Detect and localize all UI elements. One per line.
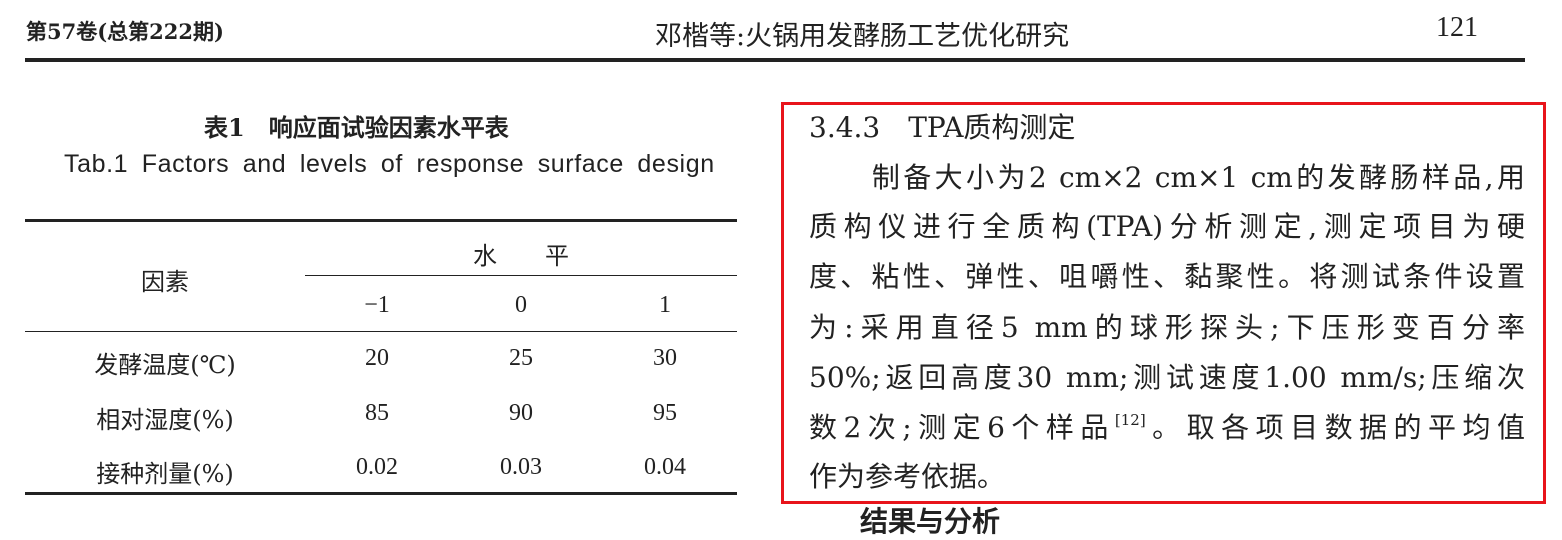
header-rule [25,58,1525,62]
line-text: 。取各项目数据的平均值 [1145,411,1525,444]
table-cell: 90 [509,400,533,426]
level-0: 0 [515,292,527,318]
level-1: 1 [659,292,671,318]
factor-label: 发酵温度(℃) [94,351,236,379]
table-cell: 85 [365,400,389,426]
table-cell: 0.03 [500,454,542,480]
level-rule [305,275,737,276]
paragraph-line: 质构仪进行全质构(TPA)分析测定,测定项目为硬 [809,210,1525,243]
table-bottom-rule [25,492,737,495]
citation[interactable]: [12] [1114,411,1146,429]
section-heading: 3.4.3 TPA质构测定 [809,111,1076,144]
table-cell: 0.04 [644,454,686,480]
header-body-rule [25,331,737,332]
level-minus1: −1 [364,292,390,318]
level-header: 水 平 [473,244,569,270]
paragraph-line: 数2次;测定6个样品[12]。取各项目数据的平均值 [809,406,1525,446]
page-number: 121 [1436,12,1478,43]
table-cell: 20 [365,345,389,371]
journal-volume: 第57卷(总第222期) [26,19,224,44]
table-caption-en: Tab.1 Factors and levels of response sur… [64,150,715,178]
next-section-heading: 结果与分析 [860,505,1001,538]
line-text: 数2次;测定6个样品 [809,411,1115,444]
table-caption-zh: 表1 响应面试验因素水平表 [204,113,509,142]
table-cell: 30 [653,345,677,371]
table-top-rule [25,219,737,222]
table-cell: 95 [653,400,677,426]
paragraph-line: 作为参考依据。 [809,460,1006,493]
paragraph-line: 度、粘性、弹性、咀嚼性、黏聚性。将测试条件设置 [809,260,1525,293]
running-title: 邓楷等:火锅用发酵肠工艺优化研究 [655,21,1070,52]
paragraph-line: 制备大小为2 cm×2 cm×1 cm的发酵肠样品,用 [809,161,1525,194]
highlight-box [781,102,1546,504]
factor-label: 接种剂量(%) [96,460,234,488]
factor-header: 因素 [141,268,189,296]
factor-label: 相对湿度(%) [96,406,234,434]
table-cell: 25 [509,345,533,371]
table-cell: 0.02 [356,454,398,480]
paragraph-line: 为:采用直径5 mm的球形探头;下压形变百分率 [809,311,1525,344]
paragraph-line: 50%;返回高度30 mm;测试速度1.00 mm/s;压缩次 [809,361,1525,394]
